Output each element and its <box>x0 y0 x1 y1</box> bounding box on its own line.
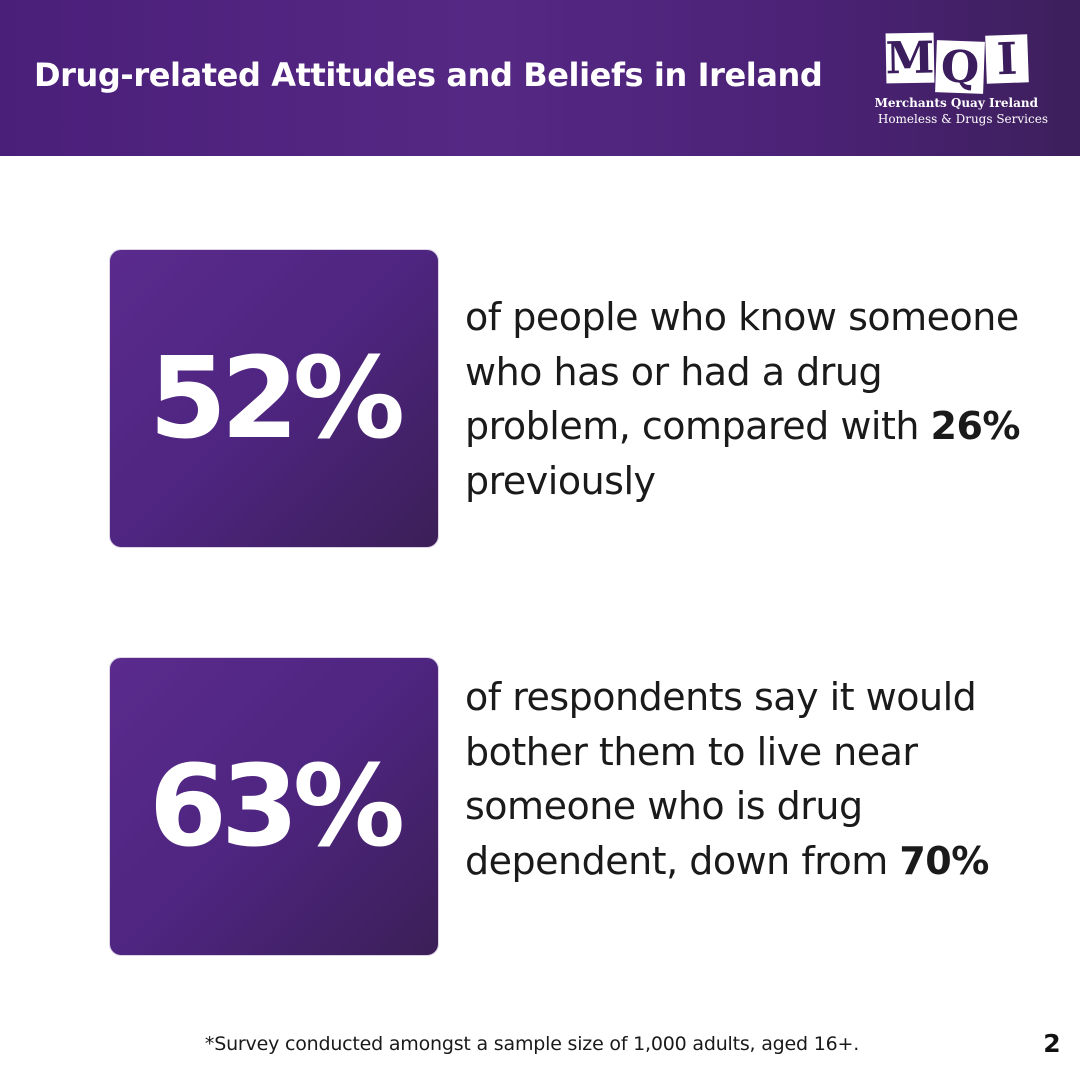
stat-description-2-text: of respondents say it would bother them … <box>465 675 977 883</box>
logo-letter-m: M <box>885 32 935 84</box>
mqi-logo: M Q I Merchants Quay Ireland Homeless & … <box>866 30 1056 130</box>
stat-card-2: 63% <box>109 657 439 956</box>
stat-description-1-highlight: 26% <box>930 404 1021 448</box>
survey-footnote: *Survey conducted amongst a sample size … <box>204 1033 860 1055</box>
logo-tagline: Homeless & Drugs Services <box>877 112 1048 126</box>
stat-card-1: 52% <box>109 249 439 548</box>
page-title: Drug-related Attitudes and Beliefs in Ir… <box>34 56 823 94</box>
stat-description-2-highlight: 70% <box>899 838 989 883</box>
logo-letter-q: Q <box>935 40 985 94</box>
stat-value-2: 63% <box>148 741 405 872</box>
header-banner: Drug-related Attitudes and Beliefs in Ir… <box>0 0 1080 156</box>
stat-value-1: 52% <box>148 333 405 464</box>
stat-description-1: of people who know someone who has or ha… <box>465 290 1025 508</box>
stat-description-1-suffix: previously <box>465 458 656 503</box>
logo-letter-i: I <box>985 33 1029 85</box>
logo-organisation-name: Merchants Quay Ireland <box>874 96 1038 110</box>
stat-description-2: of respondents say it would bother them … <box>465 670 1025 888</box>
page-number: 2 <box>1043 1029 1061 1058</box>
stat-description-1-text: of people who know someone who has or ha… <box>465 295 1019 448</box>
